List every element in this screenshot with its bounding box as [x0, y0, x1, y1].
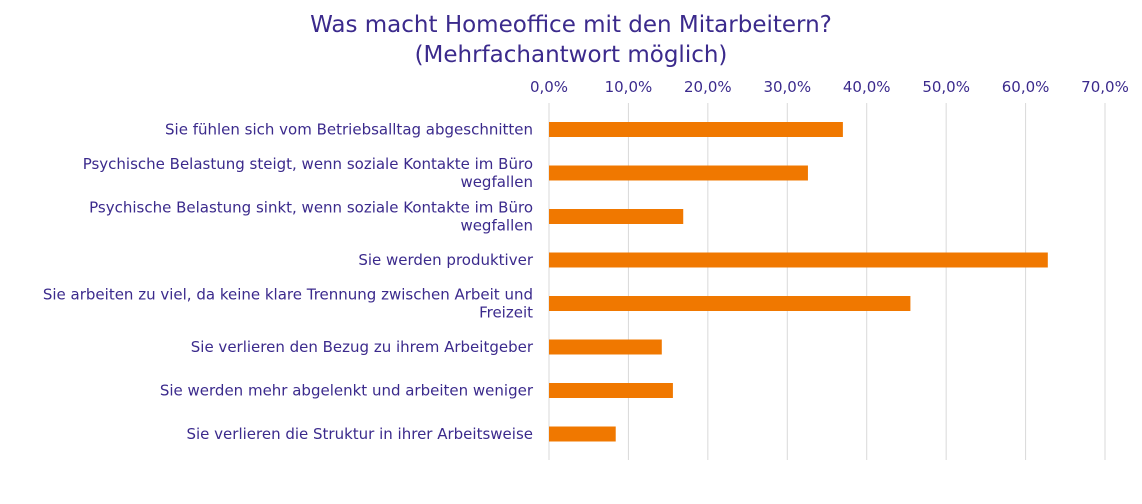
gridlines	[548, 103, 1106, 460]
x-tick-label: 30,0%	[763, 78, 811, 96]
x-tick-label: 0,0%	[530, 78, 568, 96]
category-label: Psychische Belastung sinkt, wenn soziale…	[89, 199, 533, 235]
category-labels: Sie fühlen sich vom Betriebsalltag abges…	[43, 121, 534, 444]
chart-title-line: (Mehrfachantwort möglich)	[415, 42, 728, 68]
x-tick-label: 10,0%	[605, 78, 653, 96]
x-tick-label: 60,0%	[1002, 78, 1050, 96]
chart-title-line: Was macht Homeoffice mit den Mitarbeiter…	[310, 12, 832, 38]
category-label: Sie arbeiten zu viel, da keine klare Tre…	[43, 286, 533, 322]
bar	[549, 165, 808, 181]
bars	[549, 122, 1048, 442]
category-label: Psychische Belastung steigt, wenn sozial…	[83, 155, 533, 191]
bar	[549, 209, 684, 224]
bar	[549, 296, 911, 311]
category-label: Sie werden produktiver	[358, 251, 534, 269]
bar	[549, 383, 673, 398]
category-label: Sie verlieren den Bezug zu ihrem Arbeitg…	[191, 338, 534, 356]
category-label: Sie werden mehr abgelenkt und arbeiten w…	[160, 382, 534, 400]
x-tick-label: 70,0%	[1081, 78, 1129, 96]
x-tick-label: 20,0%	[684, 78, 732, 96]
category-label: Sie fühlen sich vom Betriebsalltag abges…	[165, 121, 533, 139]
bar	[549, 339, 662, 355]
chart-title: Was macht Homeoffice mit den Mitarbeiter…	[310, 12, 832, 68]
category-label: Sie verlieren die Struktur in ihrer Arbe…	[186, 425, 533, 443]
bar	[549, 122, 843, 137]
bar	[549, 252, 1048, 268]
x-tick-label: 50,0%	[922, 78, 970, 96]
x-axis-ticks: 0,0% 10,0% 20,0% 30,0% 40,0% 50,0% 60,0% 70,0%	[530, 78, 1129, 96]
bar	[549, 426, 616, 442]
x-tick-label: 40,0%	[843, 78, 891, 96]
